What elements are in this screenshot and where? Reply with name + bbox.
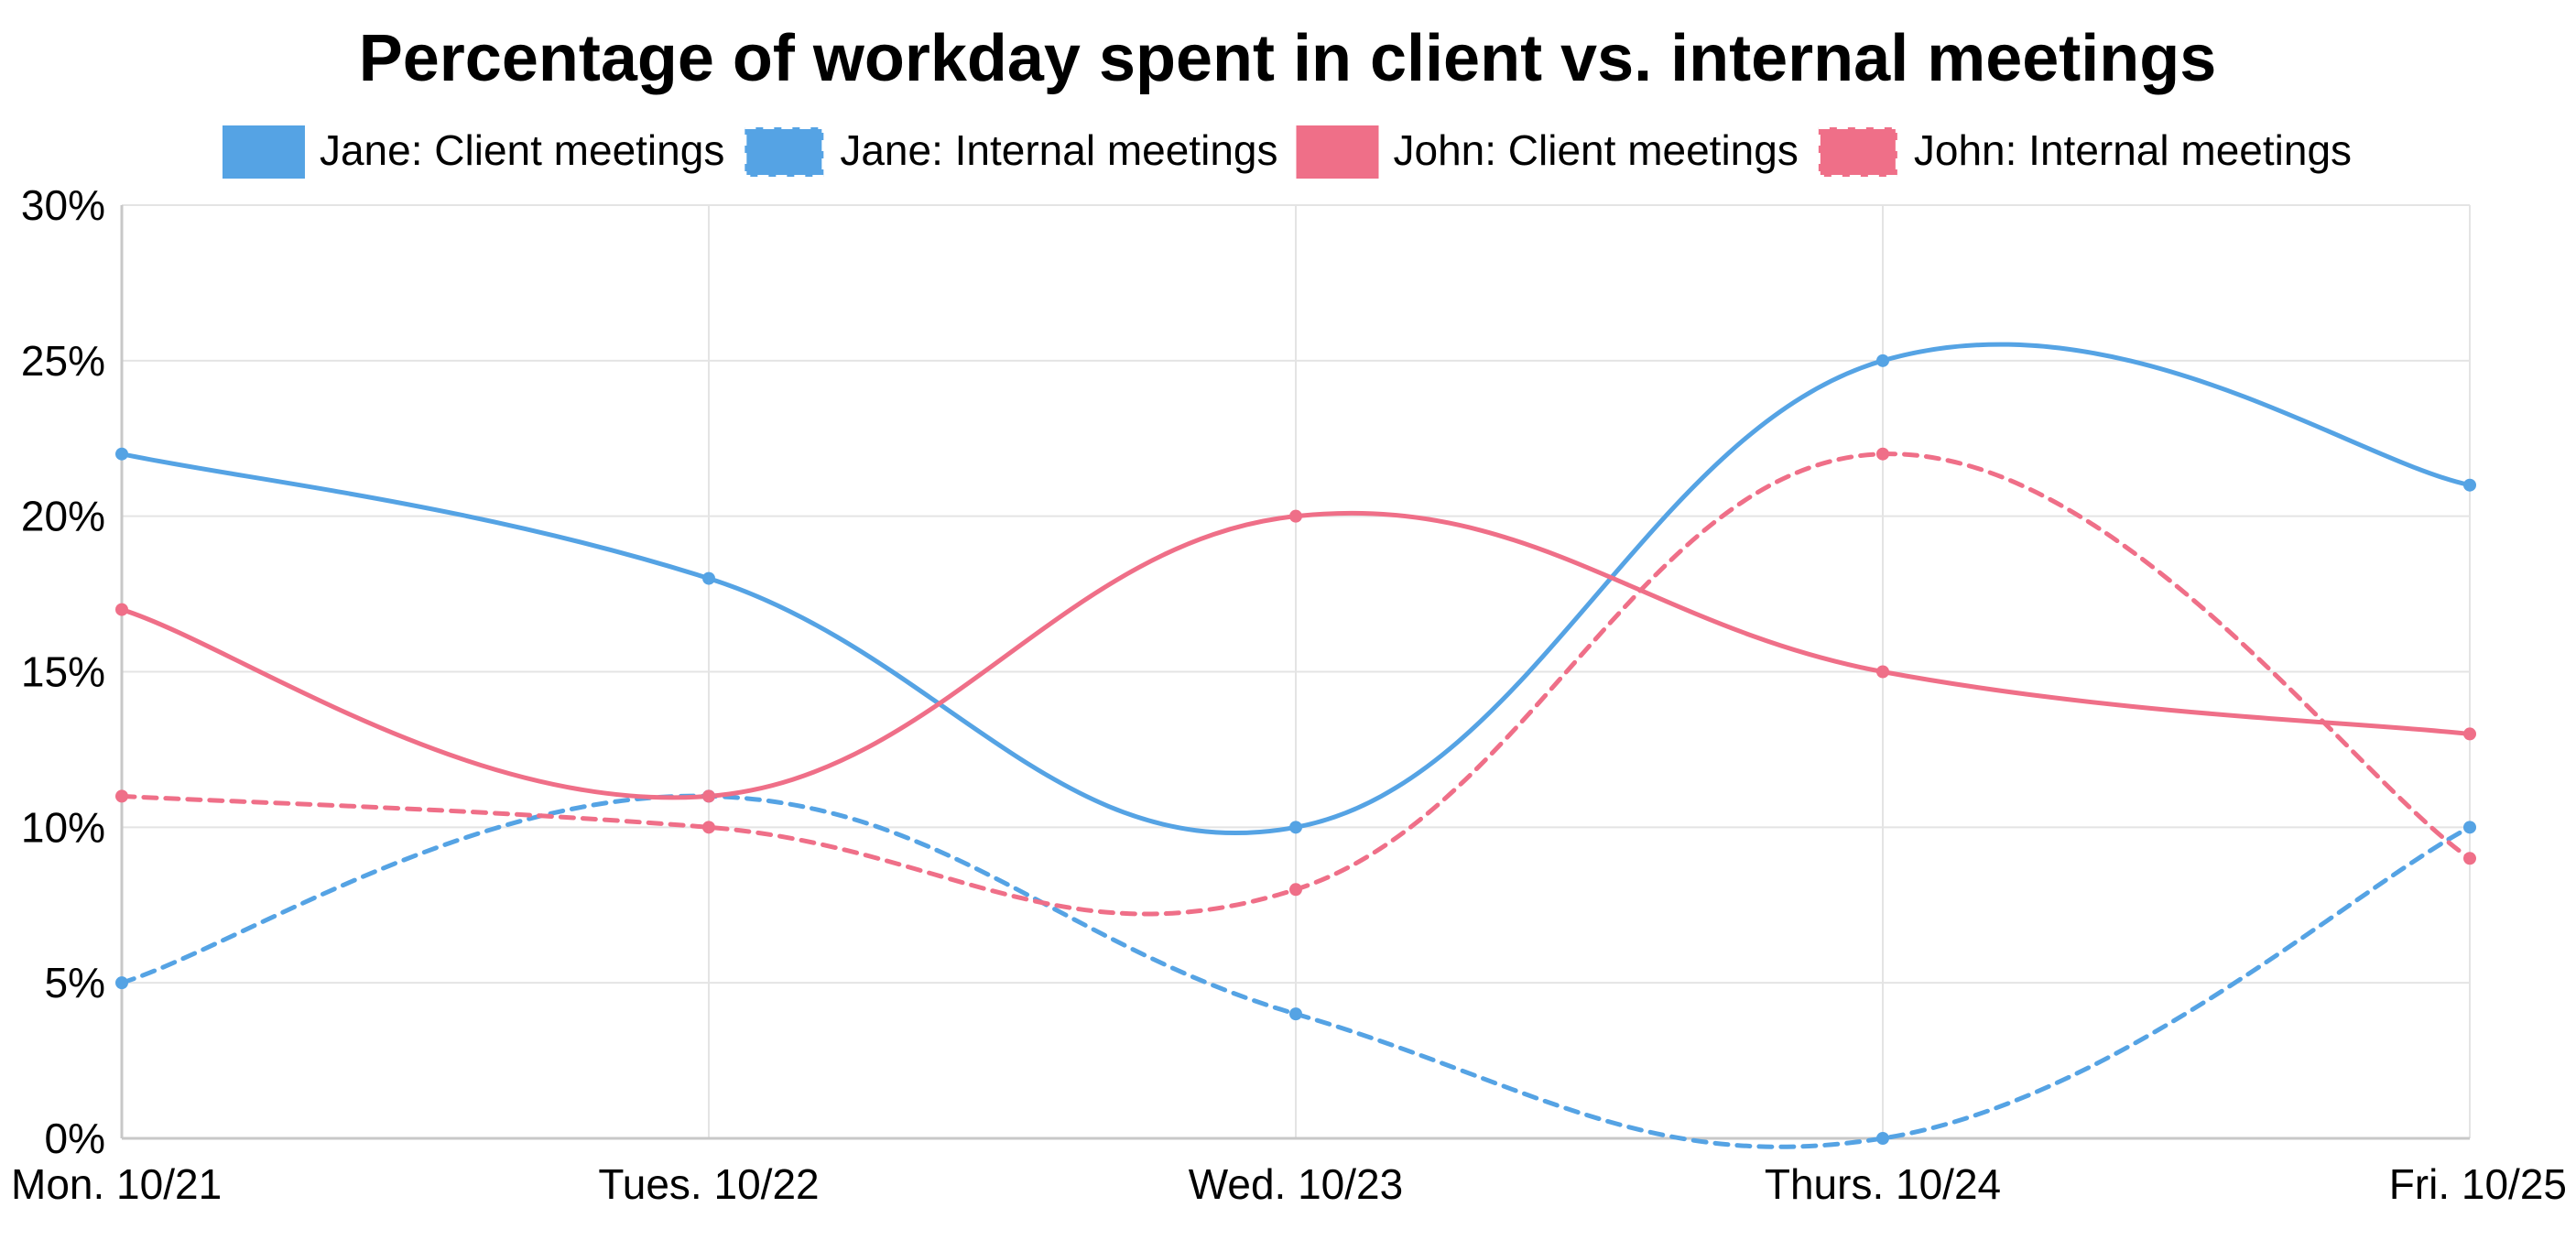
- x-tick-label: Tues. 10/22: [598, 1160, 819, 1208]
- legend-swatch: [1296, 125, 1379, 179]
- data-point-jane-internal-meetings: [1876, 1132, 1889, 1145]
- series-line-john-client-meetings: [119, 510, 2473, 800]
- y-tick-label: 5%: [45, 959, 105, 1006]
- legend-label: John: Client meetings: [1394, 126, 1799, 174]
- data-point-john-client-meetings: [1289, 509, 1302, 523]
- y-tick-label: 20%: [21, 493, 105, 540]
- chart-title: Percentage of workday spent in client vs…: [359, 22, 2217, 95]
- data-point-jane-internal-meetings: [1289, 1007, 1302, 1021]
- data-point-john-internal-meetings: [115, 789, 128, 803]
- x-tick-label: Fri. 10/25: [2389, 1160, 2567, 1208]
- data-point-john-client-meetings: [115, 603, 128, 616]
- data-point-john-client-meetings: [2463, 727, 2476, 741]
- legend-item-jane-internal-meetings: Jane: Internal meetings: [743, 125, 1278, 179]
- data-point-jane-internal-meetings: [2463, 821, 2476, 834]
- data-point-john-internal-meetings: [702, 821, 715, 834]
- data-point-jane-internal-meetings: [115, 976, 128, 990]
- legend-label: John: Internal meetings: [1914, 126, 2352, 174]
- y-tick-label: 25%: [21, 337, 105, 385]
- legend-item-john-client-meetings: John: Client meetings: [1296, 125, 1799, 179]
- data-point-jane-client-meetings: [115, 447, 128, 461]
- legend-label: Jane: Client meetings: [320, 126, 724, 174]
- legend: Jane: Client meetings Jane: Internal meet…: [222, 125, 2352, 179]
- x-tick-label: Wed. 10/23: [1189, 1160, 1403, 1208]
- legend-item-jane-client-meetings: Jane: Client meetings: [222, 125, 724, 179]
- data-point-jane-client-meetings: [1876, 354, 1889, 367]
- data-point-jane-client-meetings: [1289, 821, 1302, 834]
- axes: 0% 5% 10% 15% 20% 25% 30% Mon. 10/21 Tues. 10/22…: [11, 181, 2567, 1208]
- data-point-john-internal-meetings: [1876, 447, 1889, 461]
- legend-swatch: [222, 125, 305, 179]
- grid-lines: [122, 204, 2471, 1138]
- data-point-john-internal-meetings: [2463, 852, 2476, 865]
- y-tick-label: 15%: [21, 648, 105, 696]
- series-line-jane-client-meetings: [119, 342, 2473, 835]
- x-tick-label: Thurs. 10/24: [1765, 1160, 2001, 1208]
- legend-swatch: [1816, 125, 1899, 179]
- data-point-john-client-meetings: [1876, 665, 1889, 679]
- series-line-john-internal-meetings: [119, 451, 2473, 917]
- x-tick-label: Mon. 10/21: [11, 1160, 222, 1208]
- data-point-john-internal-meetings: [1289, 883, 1302, 897]
- legend-swatch: [743, 125, 826, 179]
- data-point-jane-client-meetings: [2463, 478, 2476, 492]
- data-point-john-client-meetings: [702, 789, 715, 803]
- data-point-jane-client-meetings: [702, 571, 715, 585]
- y-tick-label: 30%: [21, 181, 105, 229]
- legend-item-john-internal-meetings: John: Internal meetings: [1816, 125, 2352, 179]
- y-tick-label: 10%: [21, 803, 105, 851]
- y-tick-label: 0%: [45, 1115, 105, 1162]
- legend-label: Jane: Internal meetings: [840, 126, 1277, 174]
- data-points: [115, 354, 2476, 1145]
